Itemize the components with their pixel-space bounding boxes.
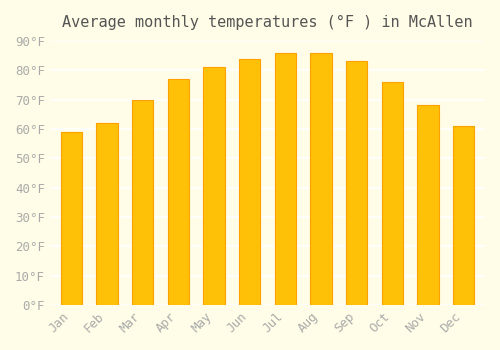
Bar: [417, 105, 438, 305]
Bar: [382, 82, 403, 305]
Bar: [203, 67, 224, 305]
Bar: [132, 100, 154, 305]
Bar: [239, 58, 260, 305]
Bar: [453, 126, 474, 305]
Bar: [346, 62, 368, 305]
Bar: [310, 52, 332, 305]
Bar: [168, 79, 189, 305]
Title: Average monthly temperatures (°F ) in McAllen: Average monthly temperatures (°F ) in Mc…: [62, 15, 472, 30]
Bar: [274, 52, 296, 305]
Bar: [96, 123, 118, 305]
Bar: [60, 132, 82, 305]
